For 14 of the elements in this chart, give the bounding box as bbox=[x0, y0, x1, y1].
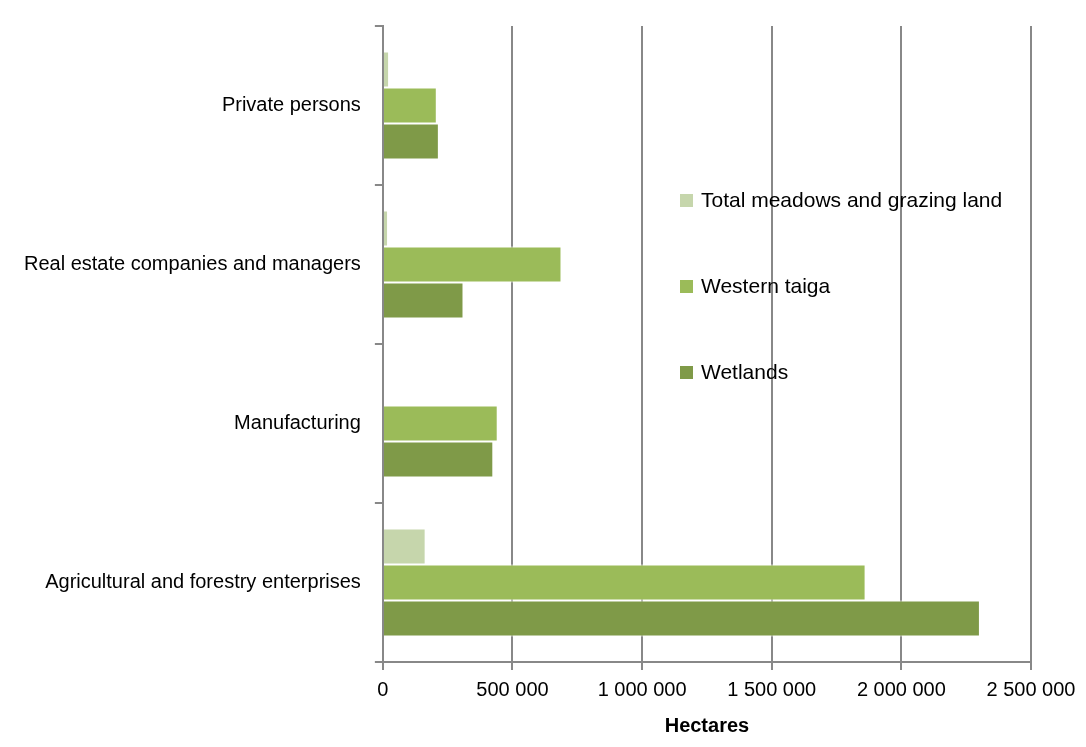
x-tick-label: 0 bbox=[377, 677, 389, 700]
x-axis-title: Hectares bbox=[664, 713, 750, 736]
x-tick-label: 2 000 000 bbox=[856, 677, 946, 700]
x-tick-label: 500 000 bbox=[476, 677, 549, 700]
x-tick-label: 1 000 000 bbox=[597, 677, 687, 700]
legend-label: Western taiga bbox=[701, 274, 831, 298]
y-tick-label: Manufacturing bbox=[234, 411, 361, 434]
legend-label: Wetlands bbox=[701, 360, 789, 384]
x-tick-label: 2 500 000 bbox=[986, 677, 1076, 700]
y-tick-label: Real estate companies and managers bbox=[23, 252, 361, 275]
legend-label: Total meadows and grazing land bbox=[701, 188, 1003, 212]
y-tick-label: Agricultural and forestry enterprises bbox=[45, 570, 361, 593]
x-tick-label: 1 500 000 bbox=[727, 677, 817, 700]
y-tick-label: Private persons bbox=[221, 93, 361, 116]
